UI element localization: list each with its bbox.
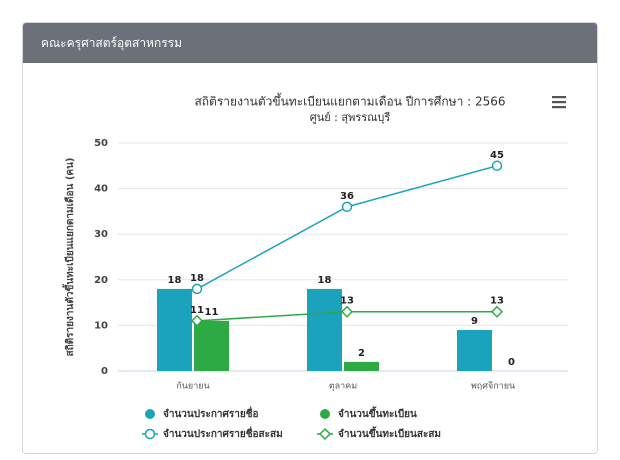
data-label: 11 (190, 305, 204, 316)
line (196, 165, 498, 290)
menu-bar[interactable] (552, 101, 566, 104)
x-tick-label: กันยายน (176, 382, 209, 392)
data-label: 13 (490, 296, 504, 307)
x-tick-label: ตุลาคม (329, 382, 357, 392)
data-label: 13 (340, 296, 354, 307)
legend-label: จำนวนประกาศรายชื่อสะสม (163, 426, 283, 440)
chart-subtitle: ศูนย์ : สุพรรณบุรี (310, 111, 391, 124)
bar (457, 329, 492, 371)
chart-title: สถิติรายงานตัวขึ้นทะเบียนแยกตามเดือน ปีก… (194, 93, 505, 109)
data-label: 2 (358, 348, 365, 359)
bar (344, 361, 379, 371)
y-tick-label: 20 (94, 275, 108, 286)
menu-bar[interactable] (552, 96, 566, 99)
menu-bar[interactable] (552, 106, 566, 109)
data-label: 11 (205, 307, 219, 318)
data-label: 36 (340, 191, 354, 202)
line-marker (341, 201, 353, 213)
line-marker (491, 160, 503, 172)
legend-label: จำนวนขึ้นทะเบียน (338, 406, 417, 420)
legend-swatch (320, 409, 330, 419)
bar (307, 288, 342, 371)
card: คณะครุศาสตร์อุตสาหกรรม (22, 22, 598, 454)
legend-marker (144, 428, 156, 440)
y-axis-label: สถิติรายงานตัวขึ้นทะเบียนแยกตามเดือน (คน… (62, 158, 76, 357)
menu-button[interactable] (552, 96, 566, 109)
card-header: คณะครุศาสตร์อุตสาหกรรม (23, 23, 597, 63)
y-tick-label: 0 (101, 366, 108, 377)
x-tick-label: พฤศจิกายน (471, 381, 515, 392)
data-label: 18 (190, 273, 204, 284)
legend-label: จำนวนขึ้นทะเบียนสะสม (338, 426, 441, 440)
line-marker (490, 305, 504, 318)
bar (157, 288, 192, 371)
data-label: 18 (318, 275, 332, 286)
line-marker (340, 305, 354, 318)
line-marker (190, 314, 204, 327)
legend-label: จำนวนประกาศรายชื่อ (163, 406, 259, 420)
y-tick-label: 10 (94, 320, 108, 331)
data-label: 9 (471, 316, 478, 327)
legend-marker (318, 427, 332, 441)
y-tick-label: 50 (94, 138, 108, 149)
y-tick-label: 30 (94, 229, 108, 240)
data-label: 45 (490, 150, 504, 161)
data-label: 18 (168, 275, 182, 286)
line-marker (191, 283, 203, 295)
legend-swatch (145, 409, 155, 419)
y-tick-label: 40 (94, 184, 108, 195)
data-label: 0 (508, 357, 515, 368)
bar (194, 320, 229, 371)
